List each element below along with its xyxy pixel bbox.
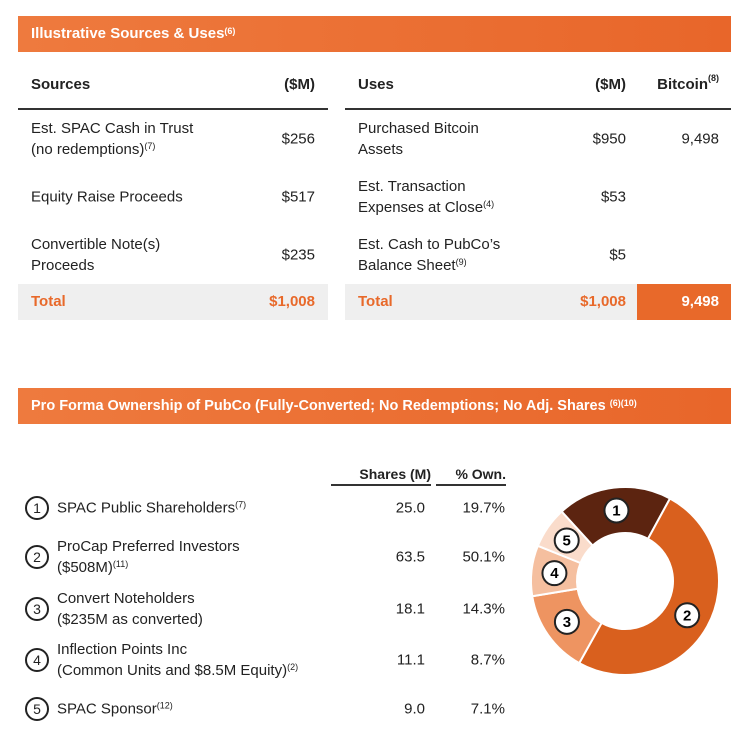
footnote: (7) (144, 141, 156, 151)
own-value: 7.1% (470, 700, 505, 718)
footnote: (7) (235, 499, 247, 510)
ownership-row: 2 ProCap Preferred Investors ($508M)(11) 63… (25, 532, 515, 582)
number-badge: 3 (25, 597, 49, 621)
sources-table: Sources ($M) Est. SPAC Cash in Trust (no r… (18, 70, 328, 320)
slice-label: 1 (612, 503, 620, 520)
row-label: SPAC Sponsor (57, 700, 157, 718)
shares-value: 9.0 (404, 700, 425, 718)
total-value: $1,008 (269, 293, 315, 310)
own-value: 50.1% (462, 548, 505, 566)
slice-label: 5 (563, 532, 571, 549)
slice-label: 4 (550, 565, 559, 582)
total-label: Total (358, 293, 393, 310)
row-label: Purchased Bitcoin (358, 120, 479, 137)
donut-slice-2 (577, 497, 720, 676)
row-label-line2: Assets (358, 141, 404, 158)
footnote: (2) (287, 662, 299, 672)
footnote: (11) (112, 559, 129, 569)
slice-badge (553, 527, 580, 554)
row-label-line2: (no redemptions) (31, 141, 145, 158)
row-value: $517 (281, 188, 315, 206)
row-bitcoin: 9,498 (681, 130, 719, 148)
own-value: 8.7% (470, 651, 505, 669)
col-header: Bitcoin (657, 76, 708, 93)
slice-badge (674, 602, 701, 629)
footnote: (8) (708, 73, 719, 83)
banner-title: Pro Forma Ownership of PubCo (Fully-Conv… (31, 398, 606, 414)
slice-badge (553, 608, 580, 635)
own-value: 19.7% (462, 499, 505, 517)
total-label: Total (31, 293, 66, 310)
total-value: $1,008 (580, 293, 626, 310)
banner-title: Illustrative Sources & Uses (31, 25, 225, 42)
row-label-line2: ($508M) (57, 559, 113, 576)
row-value: $256 (281, 130, 315, 148)
ownership-row: 4 Inflection Points Inc (Common Units and … (25, 635, 515, 685)
number-badge: 2 (25, 545, 49, 569)
row-label: ProCap Preferred Investors (57, 538, 240, 555)
ownership-row: 3 Convert Noteholders ($235M as converted)… (25, 584, 515, 634)
slice-badge (541, 560, 568, 587)
row-value: $53 (600, 188, 626, 206)
ownership-donut-chart: 1 2 3 45 (530, 486, 720, 676)
sources-total-row: Total $1,008 (18, 284, 328, 320)
shares-value: 63.5 (395, 548, 425, 566)
ownership-row: 1 SPAC Public Shareholders(7) 25.0 19.7% (25, 483, 515, 533)
sources-row: Est. SPAC Cash in Trust (no redemptions)(… (18, 110, 328, 168)
row-label: Est. Transaction (358, 178, 466, 195)
slice-label: 3 (563, 614, 571, 631)
row-label: Convert Noteholders (57, 590, 195, 607)
total-bitcoin: 9,498 (637, 284, 731, 320)
ownership-banner: Pro Forma Ownership of PubCo (Fully-Conv… (18, 388, 731, 424)
sources-uses-banner: Illustrative Sources & Uses(6) (18, 16, 731, 52)
shares-value: 25.0 (395, 499, 425, 517)
uses-header: Uses ($M) Bitcoin(8) (345, 70, 731, 110)
footnote: (6)(10) (609, 398, 637, 408)
footnote: (4) (483, 199, 495, 209)
footnote: (6) (224, 26, 236, 36)
row-label-line2: ($235M as converted) (57, 611, 203, 628)
col-header: ($M) (595, 76, 626, 93)
row-value: $950 (592, 130, 626, 148)
sources-row: Convertible Note(s) Proceeds $235 (18, 226, 328, 284)
row-label: Est. SPAC Cash in Trust (31, 120, 194, 137)
col-header: Sources (31, 76, 91, 93)
number-badge: 5 (25, 697, 49, 721)
row-label: Inflection Points Inc (57, 641, 188, 658)
sources-row: Equity Raise Proceeds $517 (18, 168, 328, 226)
own-header: % Own. (436, 466, 506, 486)
row-label: SPAC Public Shareholders (57, 499, 236, 517)
col-header: Uses (358, 76, 394, 93)
shares-value: 11.1 (396, 651, 425, 669)
uses-table: Uses ($M) Bitcoin(8) Purchased Bitcoin Asse… (345, 70, 731, 320)
row-label: Est. Cash to PubCo’s (358, 236, 501, 253)
uses-total-row: Total $1,008 9,498 (345, 284, 731, 320)
number-badge: 4 (25, 648, 49, 672)
col-header: ($M) (284, 76, 315, 93)
number-badge: 1 (25, 496, 49, 520)
uses-row: Est. Transaction Expenses at Close(4) $53 (345, 168, 731, 226)
shares-value: 18.1 (395, 600, 425, 618)
row-value: $235 (281, 246, 315, 264)
row-label: Equity Raise Proceeds (31, 188, 183, 206)
row-label-line2: Proceeds (31, 257, 95, 274)
own-value: 14.3% (462, 600, 505, 618)
row-label: Convertible Note(s) (31, 236, 161, 253)
footnote: (12) (156, 700, 173, 711)
slice-badge (603, 497, 630, 524)
slice-label: 2 (683, 607, 691, 624)
row-label-line2: (Common Units and $8.5M Equity) (57, 662, 288, 679)
row-label-line2: Balance Sheet (358, 257, 456, 274)
uses-row: Purchased Bitcoin Assets $950 9,498 (345, 110, 731, 168)
row-value: $5 (609, 246, 626, 264)
footnote: (9) (455, 257, 467, 267)
row-label-line2: Expenses at Close (358, 199, 484, 216)
shares-header: Shares (M) (331, 466, 431, 486)
uses-row: Est. Cash to PubCo’s Balance Sheet(9) $5 (345, 226, 731, 284)
sources-header: Sources ($M) (18, 70, 328, 110)
ownership-row: 5 SPAC Sponsor(12) 9.0 7.1% (25, 684, 515, 734)
